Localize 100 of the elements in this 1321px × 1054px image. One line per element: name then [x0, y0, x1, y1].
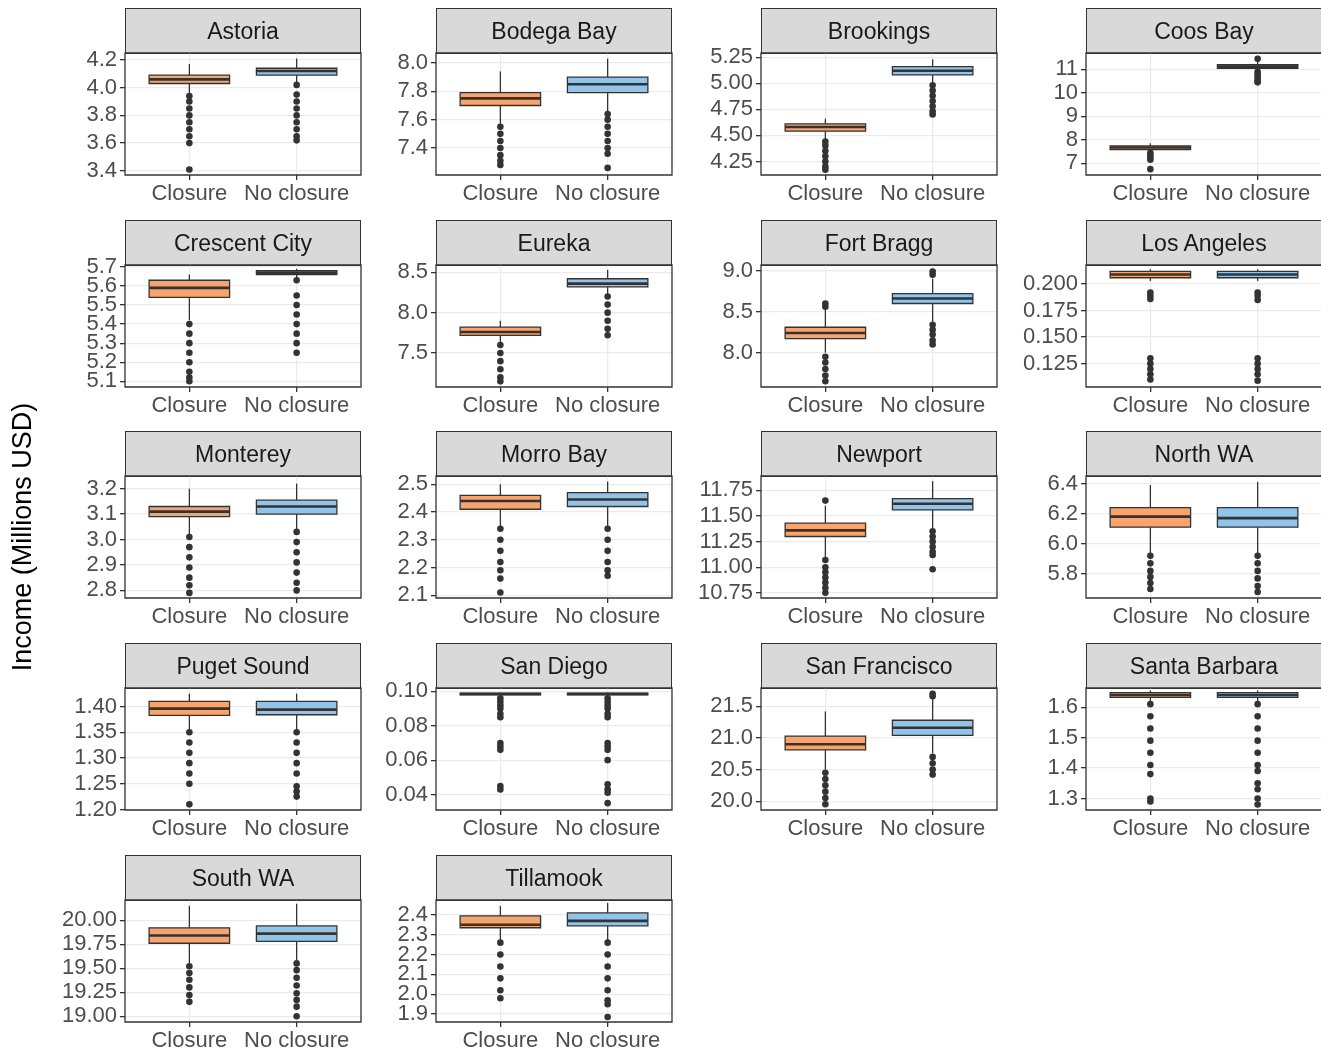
chart-title: Brookings — [827, 17, 931, 45]
chart-title: South WA — [191, 864, 295, 892]
x-tick-label: No closure — [244, 1027, 350, 1053]
y-tick-label: 11.75 — [699, 476, 753, 502]
y-tick-label: 5.1 — [86, 367, 117, 393]
y-tick-label: 1.3 — [1047, 784, 1078, 810]
y-tick-label: 19.25 — [61, 978, 117, 1004]
y-axis-title: Income (Millions USD) — [6, 402, 38, 672]
x-tick-label: No closure — [244, 392, 350, 418]
chart-title: Crescent City — [173, 229, 313, 257]
y-tick-label: 2.3 — [397, 525, 428, 551]
y-tick-label: 11.50 — [699, 502, 753, 528]
x-tick-label: Closure — [1112, 815, 1189, 841]
y-tick-label: 11.25 — [699, 527, 753, 553]
y-tick-label: 0.10 — [385, 677, 428, 703]
x-tick-label: No closure — [1205, 180, 1311, 206]
y-tick-label: 1.30 — [74, 744, 117, 770]
y-tick-label: 8.0 — [397, 48, 428, 74]
x-tick-label: Closure — [1112, 603, 1189, 629]
y-tick-label: 20.5 — [710, 755, 753, 781]
x-tick-label: Closure — [462, 603, 539, 629]
x-tick-label: Closure — [151, 392, 228, 418]
chart-title: Coos Bay — [1154, 17, 1254, 45]
y-tick-label: 4.25 — [710, 147, 753, 173]
y-tick-label: 3.4 — [86, 156, 117, 182]
y-tick-label: 21.5 — [710, 692, 753, 718]
y-tick-label: 4.0 — [86, 73, 117, 99]
y-tick-label: 0.175 — [1022, 296, 1078, 322]
y-tick-label: 8.0 — [397, 298, 428, 324]
y-tick-label: 19.00 — [61, 1002, 117, 1028]
y-tick-label: 4.2 — [86, 45, 117, 71]
chart-title: Monterey — [195, 440, 291, 468]
x-tick-label: No closure — [244, 815, 350, 841]
y-tick-label: 2.1 — [397, 581, 428, 607]
y-tick-label: 0.04 — [385, 780, 428, 806]
y-tick-label: 8 — [1065, 125, 1078, 151]
y-tick-label: 20.0 — [710, 787, 753, 813]
x-tick-label: No closure — [555, 815, 661, 841]
chart-title: North WA — [1154, 440, 1254, 468]
x-tick-label: No closure — [555, 392, 661, 418]
x-tick-label: Closure — [151, 180, 228, 206]
y-tick-label: 21.0 — [710, 724, 753, 749]
x-tick-label: Closure — [462, 392, 539, 418]
x-tick-label: Closure — [1112, 180, 1189, 206]
y-tick-label: 8.0 — [722, 338, 753, 364]
y-tick-label: 2.8 — [86, 576, 117, 602]
x-tick-label: Closure — [462, 180, 539, 206]
chart-title: San Diego — [500, 652, 608, 680]
x-tick-label: Closure — [462, 815, 539, 841]
y-tick-label: 5.7 — [86, 252, 117, 278]
y-tick-label: 7.8 — [397, 77, 428, 103]
y-tick-label: 4.75 — [710, 95, 753, 121]
chart-title: Astoria — [207, 17, 279, 45]
x-tick-label: No closure — [880, 180, 986, 206]
x-tick-label: Closure — [151, 815, 228, 841]
y-tick-label: 1.25 — [74, 769, 117, 795]
x-tick-label: Closure — [787, 603, 864, 629]
y-tick-label: 3.8 — [86, 101, 117, 127]
chart-title: Santa Barbara — [1129, 652, 1279, 680]
chart-title: Newport — [836, 440, 922, 468]
y-tick-label: 4.50 — [710, 121, 753, 147]
y-tick-label: 9.0 — [722, 256, 753, 282]
y-tick-label: 1.35 — [74, 718, 117, 744]
y-tick-label: 19.50 — [61, 954, 117, 980]
x-tick-label: No closure — [880, 392, 986, 418]
x-tick-label: No closure — [555, 180, 661, 206]
y-tick-label: 0.125 — [1022, 349, 1078, 375]
y-tick-label: 11 — [1055, 55, 1078, 81]
y-tick-label: 7.5 — [397, 339, 428, 365]
x-tick-label: Closure — [787, 180, 864, 206]
y-tick-label: 3.1 — [86, 500, 117, 526]
chart-title: Fort Bragg — [824, 229, 934, 257]
y-tick-label: 6.4 — [1047, 469, 1078, 495]
chart-title: San Francisco — [805, 652, 953, 680]
chart-title: Morro Bay — [500, 440, 608, 468]
x-tick-label: No closure — [244, 603, 350, 629]
x-tick-label: No closure — [1205, 815, 1311, 841]
chart-title: Los Angeles — [1141, 229, 1267, 257]
x-tick-label: No closure — [1205, 603, 1311, 629]
y-tick-label: 3.0 — [86, 525, 117, 551]
y-tick-label: 1.6 — [1047, 693, 1078, 719]
y-tick-label: 19.75 — [61, 930, 117, 956]
y-tick-label: 5.8 — [1047, 559, 1078, 585]
y-tick-label: 20.00 — [61, 906, 117, 932]
y-tick-label: 0.08 — [385, 711, 428, 737]
y-tick-label: 3.6 — [86, 129, 117, 155]
x-tick-label: No closure — [880, 603, 986, 629]
y-tick-label: 10.75 — [697, 578, 753, 604]
chart-title: Bodega Bay — [491, 17, 617, 45]
x-tick-label: No closure — [880, 815, 986, 841]
y-tick-label: 2.5 — [397, 470, 428, 496]
x-tick-label: Closure — [151, 1027, 228, 1053]
chart-title: Eureka — [517, 229, 591, 257]
x-tick-label: Closure — [151, 603, 228, 629]
x-tick-label: Closure — [1112, 392, 1189, 418]
y-tick-label: 1.5 — [1047, 723, 1078, 749]
y-tick-label: 1.20 — [74, 795, 117, 821]
y-tick-label: 5.00 — [710, 69, 753, 95]
y-tick-label: 1.4 — [1047, 754, 1078, 780]
y-tick-label: 5.25 — [710, 43, 753, 69]
